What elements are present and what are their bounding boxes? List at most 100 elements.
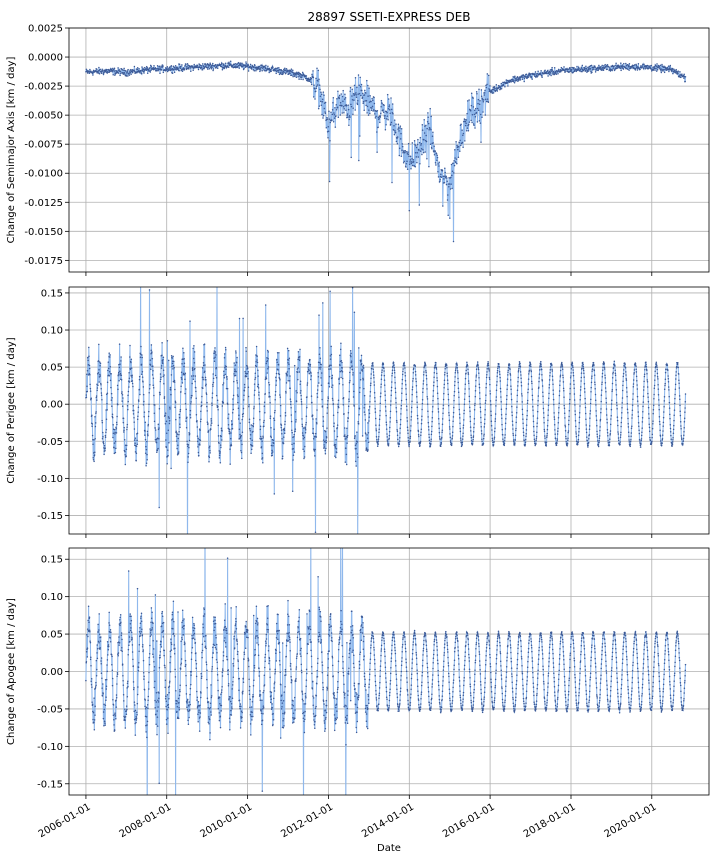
data-point — [366, 105, 369, 108]
data-point — [302, 427, 305, 429]
data-point — [91, 701, 93, 703]
data-point — [330, 345, 332, 348]
data-point — [667, 378, 670, 380]
data-point — [117, 72, 120, 74]
data-point — [540, 368, 543, 371]
data-point — [102, 693, 104, 695]
data-point — [537, 75, 539, 77]
data-point — [400, 413, 402, 415]
data-point — [257, 387, 260, 389]
data-point — [317, 375, 320, 378]
data-point — [601, 376, 604, 378]
data-point — [263, 405, 266, 408]
data-point — [238, 317, 241, 320]
data-point — [283, 432, 286, 435]
data-point — [270, 70, 272, 73]
data-point — [152, 66, 155, 69]
data-point — [275, 72, 277, 75]
data-point — [395, 397, 397, 399]
data-point — [527, 378, 530, 380]
data-point — [281, 457, 284, 460]
data-point — [365, 447, 368, 449]
data-point — [96, 389, 98, 392]
data-point — [124, 727, 127, 729]
data-point — [405, 151, 408, 153]
data-point — [474, 116, 477, 118]
data-point — [593, 374, 596, 376]
data-point — [161, 341, 163, 344]
data-point — [635, 368, 637, 370]
data-point — [409, 437, 411, 439]
data-point — [425, 377, 428, 380]
data-point — [401, 387, 403, 390]
data-point — [401, 378, 404, 381]
data-point — [371, 363, 374, 365]
data-point — [490, 420, 493, 422]
data-point — [623, 62, 625, 65]
data-point — [345, 437, 347, 440]
data-point — [159, 373, 162, 375]
data-point — [532, 405, 534, 408]
data-point — [255, 70, 257, 72]
data-point — [171, 365, 173, 368]
data-point — [310, 395, 313, 397]
data-point — [140, 630, 143, 633]
data-point — [221, 430, 223, 432]
data-point — [90, 678, 93, 680]
data-point — [444, 171, 446, 174]
data-point — [513, 444, 516, 446]
data-point — [409, 155, 412, 158]
data-point — [315, 418, 317, 420]
data-point — [219, 444, 222, 446]
data-point — [470, 92, 473, 95]
data-point — [357, 93, 359, 95]
data-point — [188, 433, 191, 435]
data-point — [551, 66, 553, 69]
data-point — [443, 383, 446, 386]
data-point — [548, 392, 550, 395]
data-point — [143, 416, 145, 418]
data-point — [102, 711, 105, 713]
data-point — [224, 62, 227, 65]
data-point — [544, 437, 546, 439]
data-point — [330, 353, 333, 356]
data-point — [116, 675, 118, 678]
data-point — [323, 444, 325, 446]
data-point — [104, 724, 106, 726]
data-point — [669, 66, 671, 68]
data-point — [454, 157, 456, 159]
data-point — [567, 430, 570, 432]
data-point — [145, 715, 148, 718]
data-point — [680, 428, 682, 430]
data-point — [259, 70, 261, 73]
data-point — [407, 439, 410, 442]
data-point — [448, 412, 450, 414]
data-point — [115, 428, 118, 430]
data-point — [505, 398, 508, 401]
data-point — [135, 721, 137, 724]
data-point — [160, 625, 163, 627]
data-point — [573, 387, 575, 390]
data-point — [159, 654, 161, 657]
data-point — [202, 378, 204, 381]
data-point — [196, 440, 199, 443]
data-point — [103, 720, 106, 723]
data-point — [569, 387, 571, 390]
data-point — [356, 441, 359, 443]
data-point — [363, 394, 366, 397]
data-point — [656, 365, 658, 367]
data-point — [621, 407, 623, 409]
data-point — [184, 392, 186, 395]
data-point — [389, 410, 392, 413]
data-point — [498, 363, 500, 365]
data-point — [265, 376, 267, 378]
data-point — [428, 165, 430, 168]
data-point — [452, 420, 454, 423]
data-point — [380, 99, 383, 102]
data-point — [265, 64, 267, 67]
data-point — [164, 422, 167, 425]
data-point — [602, 366, 604, 369]
data-point — [267, 366, 270, 368]
data-point — [229, 437, 232, 440]
